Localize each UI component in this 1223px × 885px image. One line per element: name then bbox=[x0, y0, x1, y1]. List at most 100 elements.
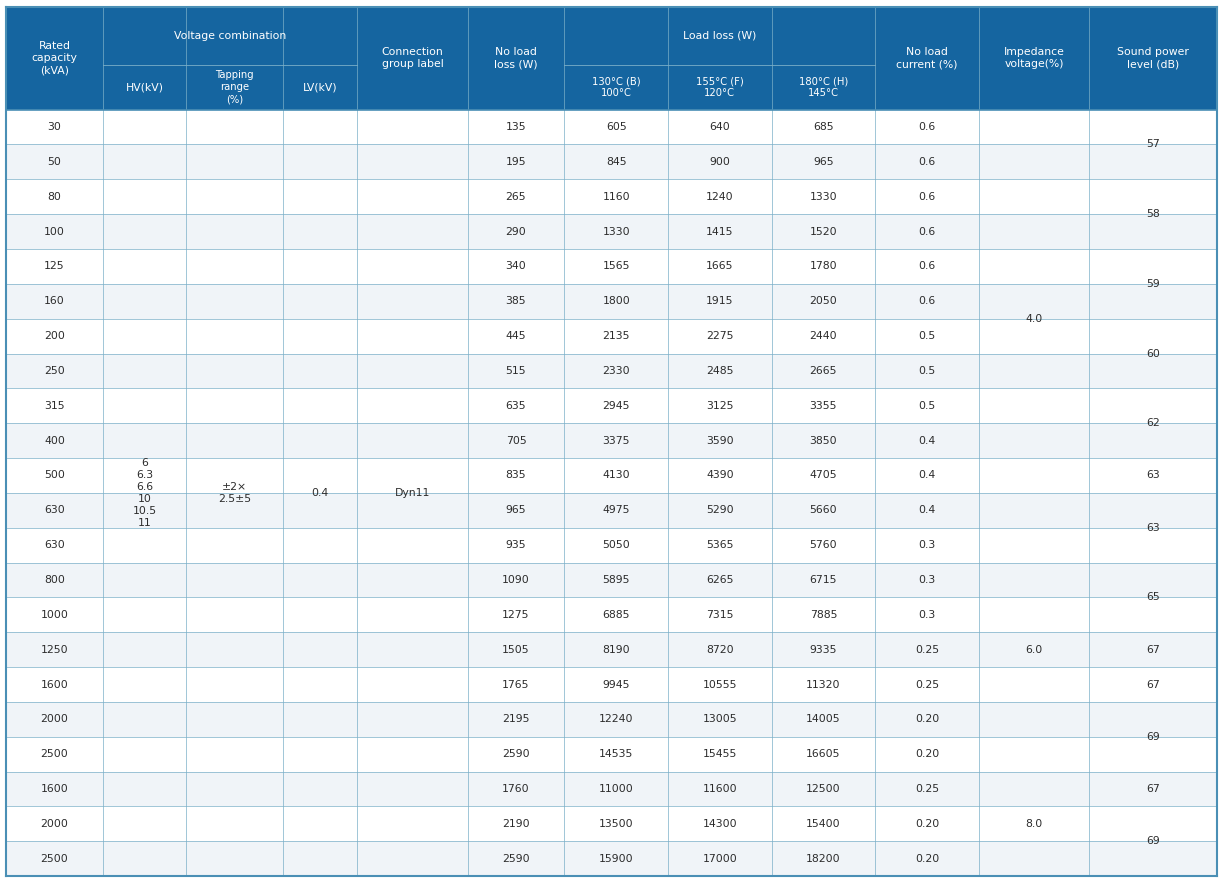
FancyBboxPatch shape bbox=[6, 214, 1217, 249]
Text: No load
loss (W): No load loss (W) bbox=[494, 48, 538, 69]
Text: 13005: 13005 bbox=[702, 714, 737, 724]
FancyBboxPatch shape bbox=[6, 319, 1217, 353]
Text: 7315: 7315 bbox=[706, 610, 734, 620]
Text: 10555: 10555 bbox=[702, 680, 737, 689]
Text: 9945: 9945 bbox=[603, 680, 630, 689]
Text: 100: 100 bbox=[44, 227, 65, 236]
Text: 1600: 1600 bbox=[40, 784, 68, 794]
Text: 835: 835 bbox=[505, 471, 526, 481]
Text: 4705: 4705 bbox=[810, 471, 838, 481]
Text: Load loss (W): Load loss (W) bbox=[684, 31, 757, 41]
Text: 630: 630 bbox=[44, 505, 65, 515]
Text: 2485: 2485 bbox=[706, 366, 734, 376]
Text: 5050: 5050 bbox=[603, 540, 630, 550]
Text: 58: 58 bbox=[1146, 209, 1159, 219]
Text: 640: 640 bbox=[709, 122, 730, 132]
Text: 6.0: 6.0 bbox=[1025, 644, 1042, 655]
Text: 60: 60 bbox=[1146, 349, 1159, 358]
Text: 69: 69 bbox=[1146, 836, 1159, 846]
Text: LV(kV): LV(kV) bbox=[303, 82, 338, 92]
Text: 80: 80 bbox=[48, 192, 61, 202]
Text: 5760: 5760 bbox=[810, 540, 838, 550]
Text: 8720: 8720 bbox=[706, 644, 734, 655]
Text: Voltage combination: Voltage combination bbox=[174, 31, 286, 41]
Text: 445: 445 bbox=[505, 331, 526, 341]
Text: 1765: 1765 bbox=[503, 680, 530, 689]
Text: 12240: 12240 bbox=[599, 714, 634, 724]
Text: 67: 67 bbox=[1146, 784, 1159, 794]
Text: 2275: 2275 bbox=[706, 331, 734, 341]
Text: 69: 69 bbox=[1146, 732, 1159, 742]
FancyBboxPatch shape bbox=[6, 632, 1217, 667]
FancyBboxPatch shape bbox=[6, 284, 1217, 319]
Text: 0.4: 0.4 bbox=[918, 505, 936, 515]
Text: 14300: 14300 bbox=[702, 819, 737, 829]
Text: 1505: 1505 bbox=[503, 644, 530, 655]
FancyBboxPatch shape bbox=[6, 144, 1217, 180]
Text: 3125: 3125 bbox=[706, 401, 734, 411]
Text: 1250: 1250 bbox=[40, 644, 68, 655]
Text: 965: 965 bbox=[505, 505, 526, 515]
Text: 2500: 2500 bbox=[40, 854, 68, 864]
Text: 0.6: 0.6 bbox=[918, 296, 936, 306]
Text: Rated
capacity
(kVA): Rated capacity (kVA) bbox=[32, 42, 77, 75]
Text: 2590: 2590 bbox=[503, 750, 530, 759]
Text: 400: 400 bbox=[44, 435, 65, 446]
Text: 2500: 2500 bbox=[40, 750, 68, 759]
Text: 62: 62 bbox=[1146, 419, 1159, 428]
Text: 135: 135 bbox=[505, 122, 526, 132]
Text: 0.5: 0.5 bbox=[918, 401, 936, 411]
Text: 9335: 9335 bbox=[810, 644, 837, 655]
Text: 0.4: 0.4 bbox=[312, 488, 329, 498]
Text: 340: 340 bbox=[505, 261, 526, 272]
Text: 2590: 2590 bbox=[503, 854, 530, 864]
Text: 4975: 4975 bbox=[603, 505, 630, 515]
FancyBboxPatch shape bbox=[6, 737, 1217, 772]
Text: 0.25: 0.25 bbox=[915, 784, 939, 794]
FancyBboxPatch shape bbox=[6, 702, 1217, 737]
Text: 1000: 1000 bbox=[40, 610, 68, 620]
FancyBboxPatch shape bbox=[6, 493, 1217, 527]
Text: 155°C (F)
120°C: 155°C (F) 120°C bbox=[696, 76, 744, 98]
Text: 2000: 2000 bbox=[40, 714, 68, 724]
Text: Tapping
range
(%): Tapping range (%) bbox=[215, 70, 254, 104]
Text: 16605: 16605 bbox=[806, 750, 840, 759]
Text: 385: 385 bbox=[505, 296, 526, 306]
Text: 290: 290 bbox=[505, 227, 526, 236]
Text: 800: 800 bbox=[44, 575, 65, 585]
Text: 705: 705 bbox=[505, 435, 526, 446]
Text: 5895: 5895 bbox=[603, 575, 630, 585]
Text: 1240: 1240 bbox=[706, 192, 734, 202]
Text: 1760: 1760 bbox=[503, 784, 530, 794]
FancyBboxPatch shape bbox=[6, 389, 1217, 423]
Text: 0.25: 0.25 bbox=[915, 644, 939, 655]
Text: 57: 57 bbox=[1146, 140, 1159, 150]
Text: 2000: 2000 bbox=[40, 819, 68, 829]
Text: 2945: 2945 bbox=[603, 401, 630, 411]
Text: 1415: 1415 bbox=[706, 227, 734, 236]
Text: 5660: 5660 bbox=[810, 505, 838, 515]
Text: 1275: 1275 bbox=[503, 610, 530, 620]
Text: 0.4: 0.4 bbox=[918, 435, 936, 446]
Text: 0.25: 0.25 bbox=[915, 680, 939, 689]
Text: Connection
group label: Connection group label bbox=[382, 48, 443, 69]
Text: 6
6.3
6.6
10
10.5
11: 6 6.3 6.6 10 10.5 11 bbox=[132, 458, 157, 527]
Text: 0.20: 0.20 bbox=[915, 750, 939, 759]
Text: 7885: 7885 bbox=[810, 610, 837, 620]
Text: 630: 630 bbox=[44, 540, 65, 550]
Text: 30: 30 bbox=[48, 122, 61, 132]
Text: 935: 935 bbox=[505, 540, 526, 550]
Text: 1780: 1780 bbox=[810, 261, 838, 272]
Text: 3850: 3850 bbox=[810, 435, 838, 446]
Text: 0.20: 0.20 bbox=[915, 854, 939, 864]
Text: 1330: 1330 bbox=[810, 192, 838, 202]
Text: 67: 67 bbox=[1146, 680, 1159, 689]
Text: 200: 200 bbox=[44, 331, 65, 341]
Text: 0.6: 0.6 bbox=[918, 261, 936, 272]
Text: 3590: 3590 bbox=[706, 435, 734, 446]
FancyBboxPatch shape bbox=[6, 180, 1217, 214]
Text: HV(kV): HV(kV) bbox=[126, 82, 164, 92]
Text: No load
current (%): No load current (%) bbox=[896, 48, 958, 69]
Text: 1160: 1160 bbox=[603, 192, 630, 202]
Text: 4130: 4130 bbox=[603, 471, 630, 481]
